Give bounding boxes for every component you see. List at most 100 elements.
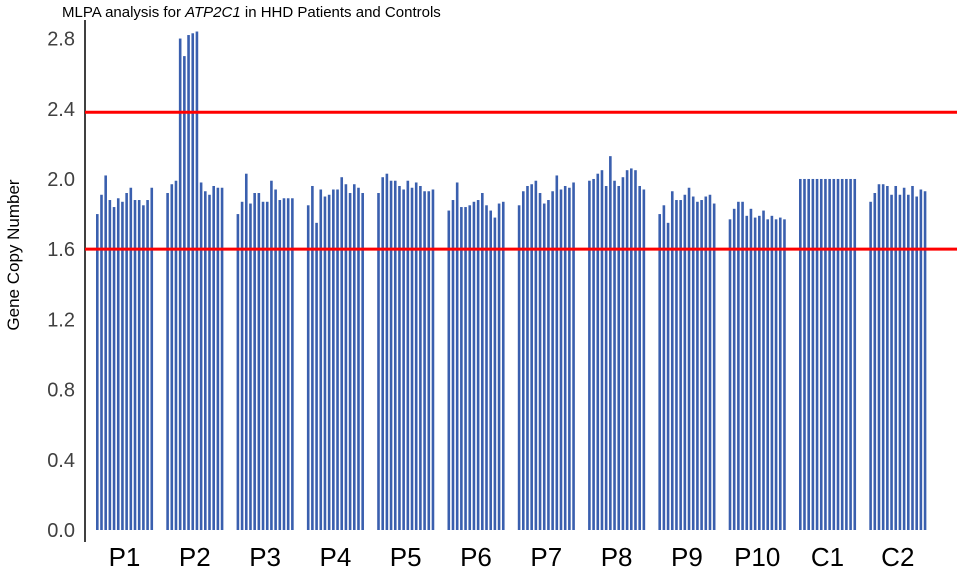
bars xyxy=(96,31,927,531)
bar-p3-10 xyxy=(274,189,277,530)
bar-p9-7 xyxy=(683,194,687,530)
bar-p4-4 xyxy=(319,189,323,530)
chart-title-gene: ATP2C1 xyxy=(184,4,241,21)
bar-c2-4 xyxy=(881,184,885,531)
bar-p5-1 xyxy=(377,193,380,530)
bar-p4-14 xyxy=(361,193,364,530)
bar-p9-14 xyxy=(712,203,716,531)
bar-p8-1 xyxy=(588,180,591,530)
bar-p3-9 xyxy=(270,180,273,530)
bar-p10-2 xyxy=(732,208,736,531)
bar-p4-8 xyxy=(336,189,339,530)
bar-p4-3 xyxy=(315,222,318,530)
bar-p5-11 xyxy=(419,185,422,531)
y-tick-labels: 0.0 0.4 0.8 1.2 1.6 2.0 2.4 2.8 xyxy=(47,29,75,542)
bar-p10-9 xyxy=(762,210,765,530)
bar-p3-3 xyxy=(244,173,248,530)
bar-p10-13 xyxy=(778,217,782,530)
bar-p2-13 xyxy=(216,187,220,531)
bar-p10-3 xyxy=(737,201,740,530)
bar-p1-12 xyxy=(142,205,145,531)
bar-c1-4 xyxy=(811,178,815,530)
bar-p4-1 xyxy=(306,205,310,531)
bar-p1-13 xyxy=(146,200,149,530)
bar-c1-13 xyxy=(849,178,852,530)
bar-p7-9 xyxy=(551,191,554,530)
bar-p2-11 xyxy=(208,194,211,530)
bar-p6-8 xyxy=(476,200,480,530)
x-category-label-p7: P7 xyxy=(530,542,562,571)
bar-p2-10 xyxy=(204,191,207,530)
bar-p7-5 xyxy=(534,180,538,530)
bar-p4-2 xyxy=(311,185,314,531)
bar-p1-2 xyxy=(100,194,103,530)
chart-title-suffix: in HHD Patients and Controls xyxy=(241,4,441,21)
bar-p7-12 xyxy=(563,185,567,531)
bar-c1-6 xyxy=(819,178,823,530)
bar-p8-13 xyxy=(638,185,641,531)
bar-c2-8 xyxy=(898,194,902,530)
bar-p3-4 xyxy=(249,203,252,531)
bar-p8-11 xyxy=(630,168,633,530)
threshold-lines xyxy=(85,110,957,251)
x-category-label-p3: P3 xyxy=(249,542,281,571)
bar-p3-13 xyxy=(286,198,290,530)
bar-p3-6 xyxy=(257,193,261,530)
bar-p3-1 xyxy=(236,214,240,530)
bar-p1-10 xyxy=(133,200,137,530)
bar-p6-11 xyxy=(489,210,492,530)
bar-c2-5 xyxy=(886,185,889,531)
bar-p9-10 xyxy=(696,201,699,530)
y-tick-label: 0.8 xyxy=(47,380,75,402)
bar-p8-12 xyxy=(634,170,637,530)
bar-p3-14 xyxy=(291,198,294,530)
bar-p2-8 xyxy=(195,31,199,531)
bar-p8-8 xyxy=(617,185,621,531)
bar-p5-5 xyxy=(393,180,397,530)
bar-p10-4 xyxy=(741,201,744,530)
bar-p9-13 xyxy=(708,194,712,530)
bar-c2-9 xyxy=(902,187,906,531)
bar-p5-9 xyxy=(410,187,414,531)
y-tick-label: 1.6 xyxy=(47,239,75,261)
bar-c1-2 xyxy=(803,178,806,530)
bar-p8-5 xyxy=(604,185,608,531)
bar-p9-4 xyxy=(670,191,674,530)
bar-p7-11 xyxy=(559,189,563,530)
x-category-label-p10: P10 xyxy=(734,542,780,571)
bar-p6-7 xyxy=(472,201,476,530)
bar-p4-10 xyxy=(344,184,348,531)
bar-c1-8 xyxy=(828,178,831,530)
bar-p5-3 xyxy=(385,173,389,530)
bar-p7-6 xyxy=(538,193,542,530)
y-tick-label: 1.2 xyxy=(47,309,75,331)
x-category-label-c2: C2 xyxy=(881,542,914,571)
bar-p1-11 xyxy=(137,200,141,530)
y-tick-label: 2.4 xyxy=(47,99,75,121)
chart-title-prefix: MLPA analysis for xyxy=(62,4,185,21)
bar-c1-12 xyxy=(845,178,848,530)
bar-p1-4 xyxy=(108,200,112,530)
bar-p7-2 xyxy=(521,191,525,530)
bar-p7-4 xyxy=(530,184,533,531)
bar-c1-3 xyxy=(807,178,810,530)
y-tick-label: 2.0 xyxy=(47,169,75,191)
bar-p8-10 xyxy=(625,170,629,530)
bar-p9-5 xyxy=(675,200,678,530)
bar-p2-14 xyxy=(220,187,224,531)
bar-p9-12 xyxy=(704,196,708,530)
bar-p1-3 xyxy=(104,175,107,530)
bar-p2-3 xyxy=(174,180,178,530)
bar-p1-9 xyxy=(129,187,133,531)
bar-p10-11 xyxy=(770,215,774,530)
bar-c2-13 xyxy=(919,189,923,530)
bar-p10-6 xyxy=(749,208,753,531)
bar-p6-4 xyxy=(460,207,463,531)
bar-p9-6 xyxy=(679,200,682,530)
bar-p5-12 xyxy=(423,191,426,530)
bar-p7-13 xyxy=(568,187,571,531)
bar-p2-4 xyxy=(178,38,182,531)
bar-p7-10 xyxy=(555,175,559,530)
bar-p6-12 xyxy=(493,217,497,530)
bar-p8-7 xyxy=(613,180,616,530)
